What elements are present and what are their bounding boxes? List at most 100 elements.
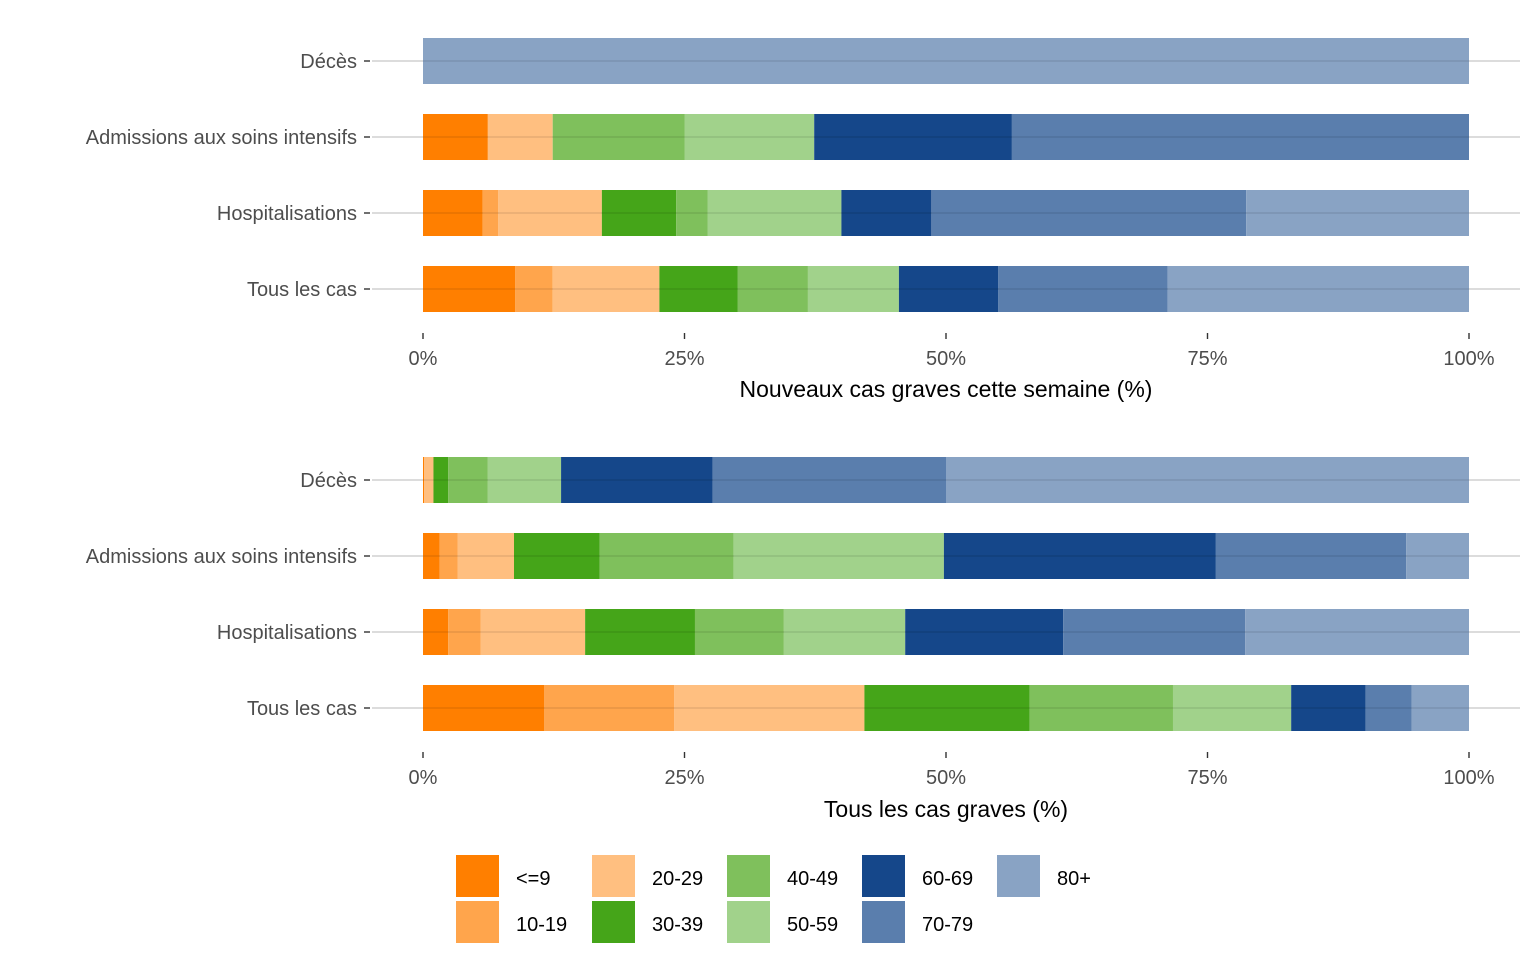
category-label: Admissions aux soins intensifs [86, 546, 357, 568]
bar-segment [498, 190, 602, 236]
legend: <=9 10-19 20-29 30-39 40-49 50-59 60-69 70-79 80… [456, 855, 1091, 943]
bar-segment [1167, 266, 1469, 312]
bar-segment [674, 685, 865, 731]
bar-segment [864, 685, 1030, 731]
bar-segment [599, 533, 734, 579]
bar-segment [1215, 533, 1407, 579]
x-tick-label: 75% [1187, 767, 1227, 789]
x-tick-label: 0% [409, 767, 438, 789]
bar-segment [659, 266, 738, 312]
legend-swatch [862, 855, 905, 897]
bar-segment [1172, 685, 1292, 731]
x-tick-label: 50% [926, 767, 966, 789]
bar-segment [1029, 685, 1173, 731]
bar-segment [552, 266, 660, 312]
bar-segment [1245, 609, 1469, 655]
bar-segment [1063, 609, 1246, 655]
bar-segment [898, 266, 999, 312]
bar-segment [905, 609, 1064, 655]
bar-segment [423, 457, 425, 503]
bar-segment [1011, 114, 1469, 160]
category-label: Hospitalisations [217, 203, 357, 225]
bar-segment [931, 190, 1247, 236]
bar-segment [737, 266, 808, 312]
bar-segment [561, 457, 713, 503]
legend-label: 70-79 [922, 914, 973, 936]
bar-segment [694, 609, 784, 655]
bar-segment [998, 266, 1168, 312]
bar-segment [423, 190, 483, 236]
bar-segment [1291, 685, 1366, 731]
bar-segment [585, 609, 695, 655]
x-axis-title: Tous les cas graves (%) [824, 796, 1068, 822]
bar-segment [946, 457, 1469, 503]
legend-label: 40-49 [787, 868, 838, 890]
legend-label: 10-19 [516, 914, 567, 936]
legend-swatch [727, 855, 770, 897]
legend-label: <=9 [516, 868, 550, 890]
legend-label: 80+ [1057, 868, 1091, 890]
bar-segment [552, 114, 685, 160]
x-tick-label: 25% [664, 348, 704, 370]
bar-segment [433, 457, 449, 503]
bar-segment [1406, 533, 1469, 579]
x-axis-title: Nouveaux cas graves cette semaine (%) [740, 376, 1153, 402]
x-tick-label: 75% [1187, 348, 1227, 370]
legend-label: 20-29 [652, 868, 703, 890]
bar-segment [448, 609, 481, 655]
bar-segment [423, 685, 545, 731]
bar-segment [448, 457, 488, 503]
bar-segment [733, 533, 944, 579]
bar-segment [712, 457, 946, 503]
x-tick-label: 0% [409, 348, 438, 370]
bar-segment [423, 266, 516, 312]
legend-label: 50-59 [787, 914, 838, 936]
legend-label: 60-69 [922, 868, 973, 890]
legend-swatch [727, 901, 770, 943]
bar-segment [807, 266, 899, 312]
bar-segment [814, 114, 1012, 160]
bar-segment [544, 685, 675, 731]
legend-swatch [456, 901, 499, 943]
bar-segment [676, 190, 708, 236]
bar-segment [783, 609, 906, 655]
bar-segment [487, 457, 562, 503]
legend-label: 30-39 [652, 914, 703, 936]
bar-segment [514, 533, 600, 579]
x-tick-label: 50% [926, 348, 966, 370]
category-label: Tous les cas [247, 698, 357, 720]
bar-segment [601, 190, 677, 236]
category-label: Tous les cas [247, 279, 357, 301]
legend-swatch [592, 855, 635, 897]
legend-swatch [592, 901, 635, 943]
legend-swatch [456, 855, 499, 897]
bar-segment [424, 457, 434, 503]
bar-segment [423, 114, 488, 160]
bar-segment [515, 266, 553, 312]
bar-segment [1365, 685, 1412, 731]
bar-segment [423, 609, 449, 655]
bar-segment [684, 114, 815, 160]
bar-segment [487, 114, 553, 160]
bar-segment [480, 609, 586, 655]
bar-segment [943, 533, 1216, 579]
bar-segment [841, 190, 932, 236]
legend-swatch [862, 901, 905, 943]
bar-segment [423, 533, 440, 579]
x-tick-label: 25% [664, 767, 704, 789]
bar-segment [423, 38, 1469, 84]
bar-segment [457, 533, 515, 579]
chart-panel-new-severe-cases: Tous les cas Hospitalisations Admissions a… [86, 38, 1520, 402]
category-label: Hospitalisations [217, 622, 357, 644]
bar-segment [1411, 685, 1469, 731]
bar-segment [439, 533, 458, 579]
chart-panel-all-severe-cases: Tous les cas Hospitalisations Admissions a… [86, 457, 1520, 822]
bar-segment [482, 190, 499, 236]
x-tick-label: 100% [1443, 348, 1494, 370]
category-label: Décès [300, 51, 357, 73]
legend-swatch [997, 855, 1040, 897]
x-tick-label: 100% [1443, 767, 1494, 789]
bar-segment [1246, 190, 1469, 236]
category-label: Admissions aux soins intensifs [86, 127, 357, 149]
